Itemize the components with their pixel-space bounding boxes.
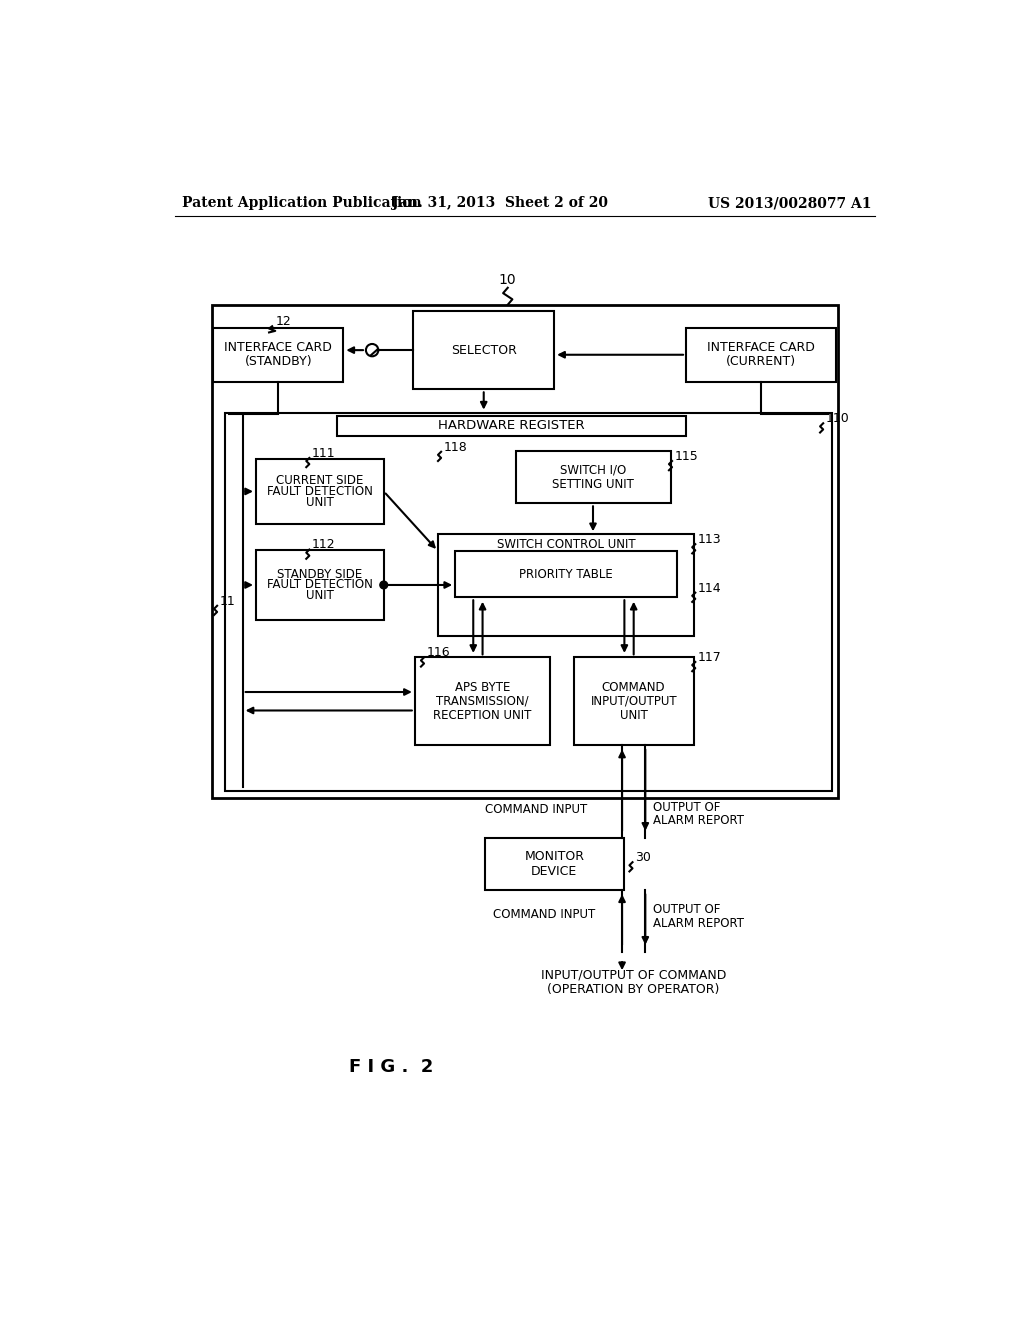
Text: CURRENT SIDE: CURRENT SIDE [276, 474, 364, 487]
Text: OUTPUT OF: OUTPUT OF [653, 801, 721, 814]
Text: 10: 10 [499, 273, 516, 286]
Text: COMMAND INPUT: COMMAND INPUT [493, 908, 595, 921]
Text: PRIORITY TABLE: PRIORITY TABLE [519, 568, 612, 581]
Text: APS BYTE: APS BYTE [455, 681, 510, 694]
Text: (CURRENT): (CURRENT) [726, 355, 796, 368]
Text: DEVICE: DEVICE [531, 865, 578, 878]
Bar [515, 451, 671, 503]
Text: SETTING UNIT: SETTING UNIT [552, 478, 634, 491]
Text: Patent Application Publication: Patent Application Publication [182, 197, 422, 210]
Text: 117: 117 [697, 651, 721, 664]
Text: F I G .  2: F I G . 2 [349, 1059, 434, 1076]
Text: COMMAND INPUT: COMMAND INPUT [485, 803, 587, 816]
Bar [484, 838, 624, 890]
Text: UNIT: UNIT [620, 709, 647, 722]
Bar [438, 535, 693, 636]
Text: OUTPUT OF: OUTPUT OF [653, 903, 721, 916]
Text: MONITOR: MONITOR [524, 850, 585, 862]
Bar [455, 552, 677, 598]
Text: INTERFACE CARD: INTERFACE CARD [707, 342, 815, 354]
Text: TRANSMISSION/: TRANSMISSION/ [436, 694, 528, 708]
Text: 11: 11 [219, 594, 236, 607]
Bar [414, 312, 554, 389]
Text: 115: 115 [675, 450, 698, 463]
Text: 118: 118 [443, 441, 467, 454]
Bar [337, 416, 686, 436]
Text: UNIT: UNIT [306, 589, 334, 602]
Text: 116: 116 [426, 647, 450, 659]
Text: 112: 112 [311, 539, 335, 552]
Bar [415, 657, 550, 744]
Bar [256, 459, 384, 524]
Bar [256, 549, 384, 620]
Bar [686, 327, 836, 381]
Bar [213, 327, 343, 381]
Bar [212, 305, 838, 797]
Text: 113: 113 [697, 533, 721, 546]
Text: UNIT: UNIT [306, 496, 334, 508]
Text: (STANDBY): (STANDBY) [245, 355, 312, 368]
Text: INTERFACE CARD: INTERFACE CARD [224, 342, 332, 354]
Text: ALARM REPORT: ALARM REPORT [653, 814, 744, 828]
Circle shape [380, 581, 388, 589]
Text: 30: 30 [635, 851, 650, 865]
Text: SELECTOR: SELECTOR [451, 343, 517, 356]
Text: 114: 114 [697, 582, 721, 594]
Text: INPUT/OUTPUT OF COMMAND: INPUT/OUTPUT OF COMMAND [541, 968, 726, 981]
Text: (OPERATION BY OPERATOR): (OPERATION BY OPERATOR) [547, 983, 720, 997]
Text: Jan. 31, 2013  Sheet 2 of 20: Jan. 31, 2013 Sheet 2 of 20 [392, 197, 608, 210]
Text: US 2013/0028077 A1: US 2013/0028077 A1 [709, 197, 872, 210]
Text: SWITCH CONTROL UNIT: SWITCH CONTROL UNIT [497, 539, 635, 552]
Text: RECEPTION UNIT: RECEPTION UNIT [433, 709, 531, 722]
Text: FAULT DETECTION: FAULT DETECTION [267, 578, 373, 591]
Bar [573, 657, 693, 744]
Text: ALARM REPORT: ALARM REPORT [653, 916, 744, 929]
Text: 12: 12 [275, 315, 291, 329]
Text: 110: 110 [825, 412, 849, 425]
Text: SWITCH I/O: SWITCH I/O [560, 463, 626, 477]
Text: 111: 111 [311, 446, 335, 459]
Text: INPUT/OUTPUT: INPUT/OUTPUT [591, 694, 677, 708]
Text: COMMAND: COMMAND [602, 681, 666, 694]
Text: FAULT DETECTION: FAULT DETECTION [267, 484, 373, 498]
Text: STANDBY SIDE: STANDBY SIDE [278, 568, 362, 581]
Bar [225, 412, 831, 792]
Text: HARDWARE REGISTER: HARDWARE REGISTER [438, 420, 585, 433]
